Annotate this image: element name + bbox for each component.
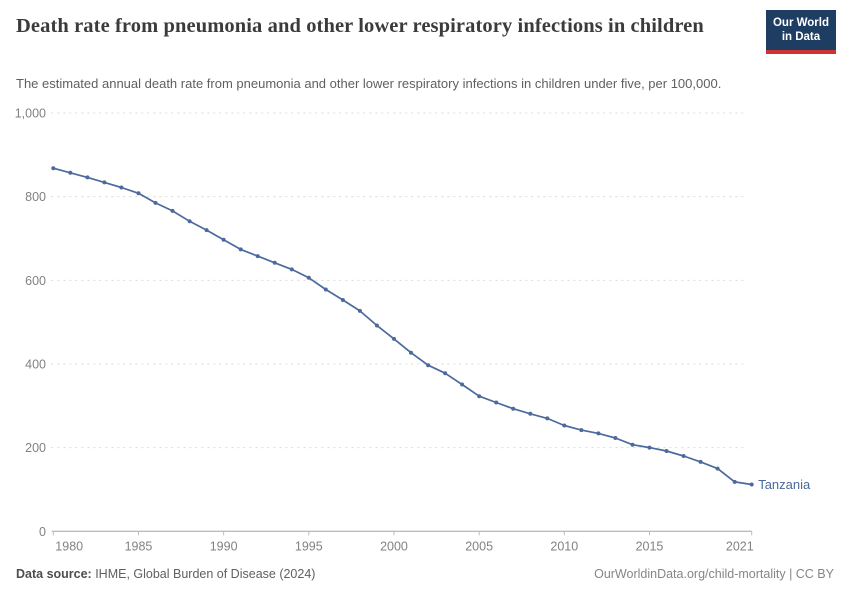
x-axis-tick-label: 1985 [125,539,153,553]
x-axis-tick-label: 1990 [210,539,238,553]
data-point [460,382,465,387]
data-point [357,308,362,313]
x-axis-tick-label: 2021 [726,539,754,553]
data-point [323,287,328,292]
line-chart-area[interactable]: 0 200 400 600 800 1,000 1980 1985 1990 1995 2000 20… [0,96,850,566]
page-title: Death rate from pneumonia and other lowe… [16,15,704,37]
data-point [289,267,294,272]
data-point [664,449,669,453]
data-point [732,479,737,484]
data-point [494,400,499,405]
data-point [562,423,567,428]
data-point [647,445,652,450]
data-point [68,170,73,175]
data-point [85,175,90,180]
y-axis-tick-label: 400 [25,357,46,371]
data-point [528,411,533,416]
data-point [170,208,175,213]
line-chart-svg: 0 200 400 600 800 1,000 1980 1985 1990 1995 2000 20… [15,107,811,554]
data-point [392,336,396,341]
x-axis-tick-label: 2005 [465,539,493,553]
y-axis-tick-label: 200 [25,441,46,455]
data-point [204,228,209,233]
data-point [426,363,431,368]
data-point [51,166,56,171]
data-point [102,180,107,185]
data-source-label: Data source: [16,567,92,581]
data-point [255,254,260,259]
data-point [545,416,550,421]
data-point [715,466,720,471]
owid-logo-line1: Our World [772,17,829,29]
owid-logo[interactable]: Our World in Data [765,10,836,54]
y-axis-tick-label: 600 [25,274,46,288]
credit-link[interactable]: OurWorldinData.org/child-mortality | CC … [594,567,834,581]
data-point [630,442,635,447]
data-point [374,323,379,328]
y-axis-tick-label: 800 [25,190,46,204]
data-point [221,237,226,242]
data-point [119,185,124,190]
data-point [340,298,345,302]
data-point [596,431,601,436]
x-axis-tick-label: 1995 [295,539,323,553]
data-point [511,406,516,411]
x-axis-tick-label: 2010 [550,539,578,553]
x-axis-tick-label: 2015 [636,539,664,553]
data-point [409,350,413,355]
data-source-value: IHME, Global Burden of Disease (2024) [91,567,316,581]
data-point [136,191,141,196]
data-point [477,394,482,399]
y-axis-tick-label: 1,000 [15,107,46,121]
data-point [579,428,584,433]
x-axis-tick-label: 2000 [380,539,408,553]
data-point [698,459,703,464]
data-point [153,200,158,205]
y-axis-tick-label: 0 [39,525,46,539]
data-point [749,482,754,487]
data-point [272,260,277,265]
data-point [443,371,448,376]
series-label-tanzania[interactable]: Tanzania [758,477,811,492]
x-axis-tick-label: 1980 [55,539,83,553]
owid-logo-line2: in Data [781,31,821,44]
data-source-note: Data source: IHME, Global Burden of Dise… [16,567,315,581]
data-line [53,167,752,486]
data-point [187,219,192,224]
data-point [681,454,686,458]
chart-subtitle: The estimated annual death rate from pne… [16,76,722,91]
data-point [238,247,243,252]
data-point [306,275,311,280]
data-point [613,436,618,440]
